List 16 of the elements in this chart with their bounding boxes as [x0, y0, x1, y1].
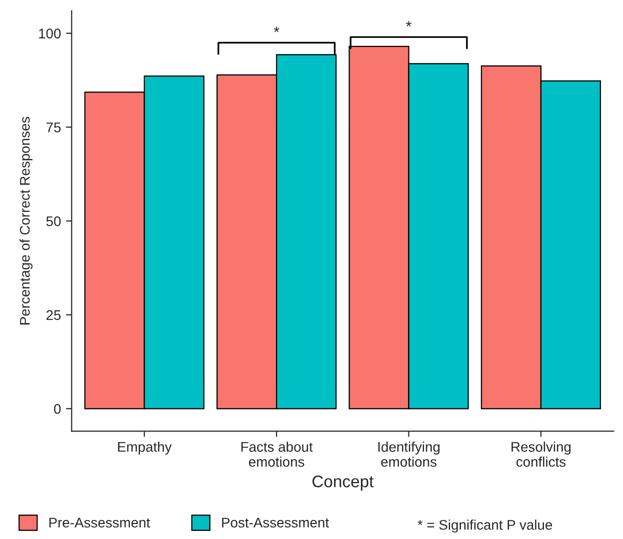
y-tick-label: 25	[46, 310, 61, 320]
text: * = Significant P value	[418, 520, 552, 533]
annotation: *	[406, 21, 412, 26]
x-tick-label: Empathy	[118, 442, 172, 455]
y-tick-label: 50	[46, 216, 61, 226]
y-tick-label: 100	[39, 28, 61, 38]
legend-label: Pre-Assessment	[49, 518, 150, 528]
y-tick-label: 75	[46, 122, 61, 132]
x-tick-label: Resolving conflicts	[512, 442, 571, 467]
y-axis-title: Percentage of Correct Responses	[20, 116, 32, 324]
x-tick-label: Facts about emotions	[241, 442, 313, 467]
y-tick-label: 0	[54, 404, 61, 414]
x-tick-label: Identifying emotions	[378, 442, 440, 467]
x-axis-title: Concept	[312, 476, 374, 491]
legend-label: Post-Assessment	[222, 518, 329, 528]
annotation: *	[274, 26, 280, 32]
